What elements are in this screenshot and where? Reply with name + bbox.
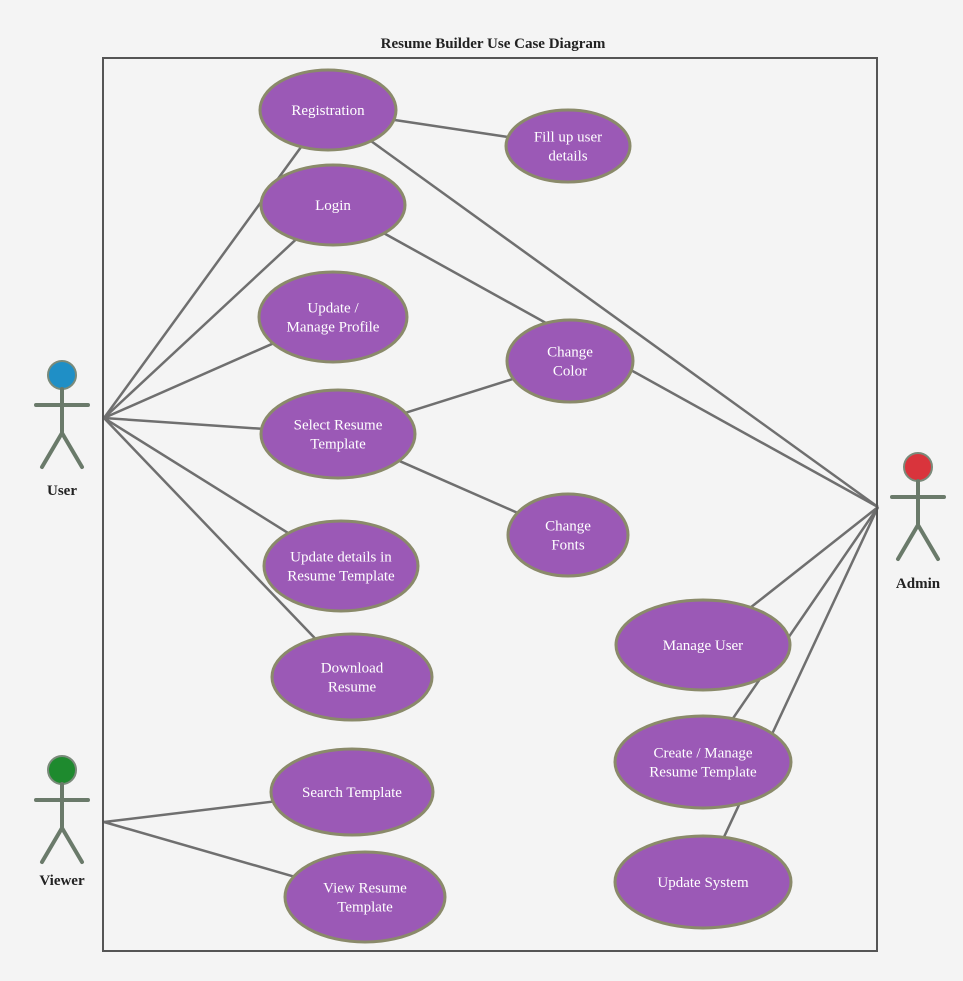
- actor-admin: Admin: [890, 452, 946, 592]
- actor-user: User: [34, 360, 90, 499]
- association-select-template-change-fonts: [398, 459, 519, 514]
- use-case-label: Download: [321, 661, 384, 677]
- use-case-label: Template: [310, 437, 366, 453]
- actor-head-icon: [47, 360, 77, 390]
- use-case-label: Select Resume: [294, 418, 383, 434]
- use-case-view-template: View Resume Template: [283, 850, 447, 944]
- use-case-update-profile: Update / Manage Profile: [257, 270, 409, 364]
- use-case-label: details: [548, 149, 587, 165]
- use-case-label: Fill up user: [534, 130, 602, 146]
- use-case-label: Update System: [657, 875, 749, 891]
- use-case-label: Template: [337, 900, 393, 916]
- association-admin-registration: [370, 139, 879, 509]
- actor-label: Viewer: [39, 873, 85, 889]
- use-case-ellipse: [505, 318, 635, 404]
- association-user-update-profile: [103, 342, 274, 420]
- association-viewer-view-template: [103, 820, 295, 878]
- use-case-label: Color: [553, 364, 587, 380]
- use-case-ellipse: [269, 747, 435, 837]
- use-case-label: Manage Profile: [287, 320, 380, 336]
- use-case-label: Login: [315, 198, 351, 214]
- use-case-update-details: Update details in Resume Template: [262, 519, 420, 613]
- actor-label: User: [47, 483, 77, 499]
- use-case-ellipse: [614, 598, 792, 692]
- use-case-label: Resume Template: [287, 569, 395, 585]
- use-case-label: Change: [545, 519, 591, 535]
- association-select-template-change-color: [405, 377, 514, 414]
- use-case-update-system: Update System: [613, 834, 793, 930]
- use-case-ellipse: [506, 492, 630, 578]
- use-case-select-template: Select Resume Template: [259, 388, 417, 480]
- actor-viewer: Viewer: [34, 755, 90, 889]
- actor-label: Admin: [896, 576, 941, 592]
- actor-body-icon: [34, 387, 90, 469]
- actor-head-icon: [47, 755, 77, 785]
- use-case-ellipse: [283, 850, 447, 944]
- use-case-label: Update details in: [290, 550, 392, 566]
- use-case-label: Resume: [328, 680, 377, 696]
- use-case-label: Registration: [291, 103, 365, 119]
- use-case-search-template: Search Template: [269, 747, 435, 837]
- use-case-ellipse: [504, 108, 632, 184]
- system-boundary: [102, 57, 878, 952]
- association-user-select-template: [103, 416, 262, 431]
- use-case-ellipse: [259, 163, 407, 247]
- actors-layer: User Viewer Admin: [34, 360, 946, 889]
- use-case-ellipse: [257, 270, 409, 364]
- use-case-ellipse: [613, 834, 793, 930]
- use-case-ellipse: [613, 714, 793, 810]
- use-case-label: Resume Template: [649, 765, 757, 781]
- association-admin-manage-user: [749, 506, 879, 609]
- use-case-create-template: Create / Manage Resume Template: [613, 714, 793, 810]
- use-case-label: View Resume: [323, 881, 407, 897]
- use-case-change-fonts: Change Fonts: [506, 492, 630, 578]
- use-case-change-color: Change Color: [505, 318, 635, 404]
- use-case-label: Update /: [307, 301, 359, 317]
- diagram-title: Resume Builder Use Case Diagram: [381, 36, 606, 52]
- use-case-download-resume: Download Resume: [270, 632, 434, 722]
- actor-body-icon: [890, 479, 946, 561]
- actor-head-icon: [903, 452, 933, 482]
- use-case-ellipse: [258, 68, 398, 152]
- use-case-ellipse: [259, 388, 417, 480]
- association-registration-fill-details: [393, 118, 509, 139]
- association-user-login: [103, 238, 297, 419]
- use-case-label: Fonts: [551, 538, 585, 554]
- use-case-label: Search Template: [302, 785, 402, 801]
- use-case-ellipse: [262, 519, 420, 613]
- association-viewer-search-template: [103, 800, 274, 824]
- actor-body-icon: [34, 782, 90, 864]
- association-user-download-resume: [103, 417, 317, 640]
- use-case-fill-details: Fill up user details: [504, 108, 632, 184]
- use-case-ellipse: [270, 632, 434, 722]
- use-case-label: Change: [547, 345, 593, 361]
- use-cases-layer: Registration Fill up user details Login Upda…: [257, 68, 793, 944]
- use-case-label: Create / Manage: [653, 746, 752, 762]
- use-case-label: Manage User: [663, 638, 743, 654]
- association-user-update-details: [103, 416, 290, 535]
- association-admin-create-template: [731, 506, 880, 720]
- use-case-manage-user: Manage User: [614, 598, 792, 692]
- use-case-registration: Registration: [258, 68, 398, 152]
- use-case-login: Login: [259, 163, 407, 247]
